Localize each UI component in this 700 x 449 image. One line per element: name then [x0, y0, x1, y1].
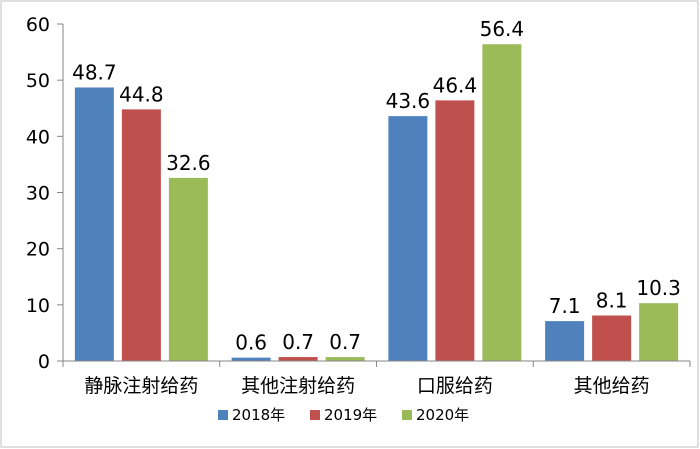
- bar-2019年-口服给药: [435, 100, 475, 362]
- x-category-label: 口服给药: [417, 375, 493, 397]
- y-tick-label: 0: [38, 351, 50, 373]
- data-label: 56.4: [480, 17, 525, 41]
- bar-2018年-口服给药: [388, 116, 428, 361]
- legend-label: 2020年: [416, 406, 469, 424]
- bar-2018年-静脉注射给药: [74, 87, 114, 362]
- bar-2018年-其他注射给药: [231, 357, 271, 361]
- x-category-label: 静脉注射给药: [84, 375, 198, 397]
- bar-2020年-其他注射给药: [325, 357, 365, 361]
- x-category-label: 其他给药: [574, 375, 650, 397]
- data-label: 48.7: [72, 60, 117, 84]
- bar-2019年-其他注射给药: [278, 357, 318, 361]
- data-labels: 48.744.8 32.6 0.6 0.7 0.7 43.646.4 56.4 7.1 8.1 1…: [72, 17, 681, 354]
- data-label: 46.4: [433, 73, 478, 97]
- bar-2020年-静脉注射给药: [168, 177, 208, 361]
- legend-swatch: [402, 410, 412, 420]
- data-label: 10.3: [636, 276, 681, 300]
- data-label: 0.7: [282, 330, 314, 354]
- data-label: 32.6: [166, 151, 211, 175]
- legend-label: 2019年: [324, 406, 377, 424]
- legend-swatch: [218, 410, 228, 420]
- legend: 2018年 2019年 2020年: [218, 406, 469, 424]
- y-tick-label: 10: [26, 295, 50, 317]
- data-label: 8.1: [596, 289, 628, 313]
- data-label: 0.6: [235, 331, 267, 355]
- y-tick-label: 40: [26, 126, 50, 148]
- data-label: 43.6: [386, 89, 431, 113]
- x-axis: 静脉注射给药 其他注射给药 口服给药 其他给药: [62, 360, 691, 397]
- legend-swatch: [310, 410, 320, 420]
- y-axis: 0 10 20 30 40 50 60: [26, 14, 64, 373]
- bar-2020年-其他给药: [639, 303, 679, 361]
- y-tick-label: 50: [26, 70, 50, 92]
- bars: [74, 44, 679, 362]
- bar-2018年-其他给药: [545, 321, 585, 361]
- y-tick-label: 30: [26, 183, 50, 205]
- bar-2020年-口服给药: [482, 44, 522, 361]
- x-category-label: 其他注射给药: [241, 375, 355, 397]
- bar-2019年-其他给药: [592, 315, 632, 361]
- legend-label: 2018年: [232, 406, 285, 424]
- data-label: 0.7: [329, 330, 361, 354]
- bar-2019年-静脉注射给药: [121, 109, 161, 361]
- data-label: 7.1: [549, 294, 581, 318]
- data-label: 44.8: [119, 82, 164, 106]
- y-tick-label: 60: [26, 14, 50, 36]
- y-tick-label: 20: [26, 239, 50, 261]
